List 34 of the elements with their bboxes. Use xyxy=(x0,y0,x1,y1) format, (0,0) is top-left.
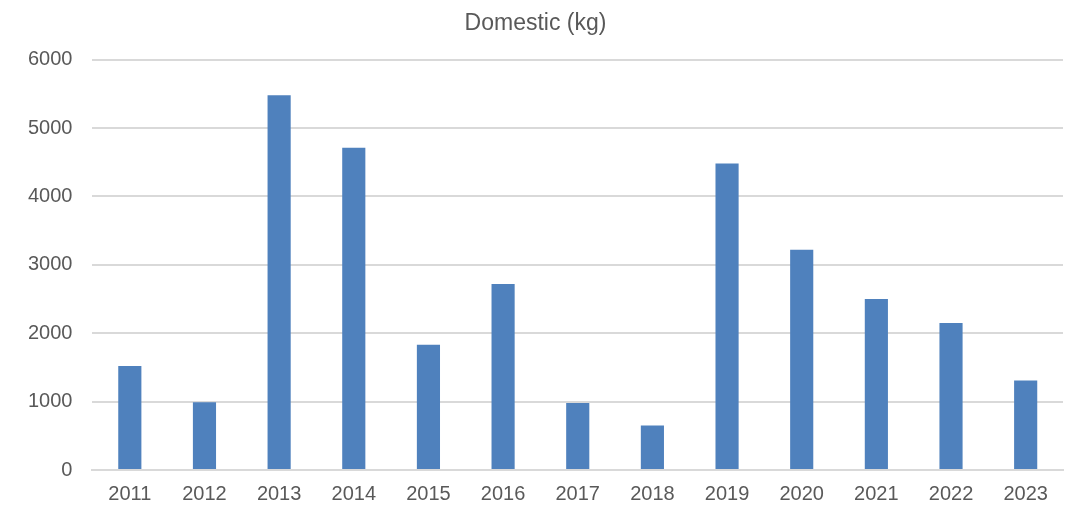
y-tick-label: 2000 xyxy=(27,320,73,343)
bar xyxy=(566,402,590,469)
bar xyxy=(342,147,366,469)
x-tick-label: 2014 xyxy=(331,481,377,504)
x-tick-label: 2018 xyxy=(630,481,675,504)
x-tick-label: 2012 xyxy=(182,481,227,504)
y-tick-label: 0 xyxy=(61,457,73,480)
bar xyxy=(715,163,739,469)
x-tick-label: 2019 xyxy=(704,481,750,504)
x-tick-label: 2016 xyxy=(480,481,526,504)
x-tick-label: 2023 xyxy=(1003,481,1048,504)
y-tick-label: 5000 xyxy=(27,115,73,138)
x-tick-label: 2011 xyxy=(108,481,152,504)
bar xyxy=(416,344,441,469)
y-tick-label: 4000 xyxy=(27,183,73,206)
bar xyxy=(267,95,291,469)
x-tick-label: 2015 xyxy=(406,481,451,504)
bar xyxy=(790,249,814,469)
bar xyxy=(491,283,515,469)
x-tick-label: 2022 xyxy=(928,481,974,504)
chart-title: Domestic (kg) xyxy=(464,9,607,36)
x-tick-label: 2017 xyxy=(555,481,600,504)
y-tick-label: 6000 xyxy=(27,47,73,70)
bar xyxy=(640,425,664,469)
x-tick-label: 2020 xyxy=(779,481,824,504)
bar xyxy=(192,402,217,469)
bar xyxy=(1014,380,1038,469)
bar xyxy=(939,322,963,469)
x-tick-label: 2013 xyxy=(256,481,302,504)
y-tick-label: 3000 xyxy=(27,252,73,275)
y-tick-label: 1000 xyxy=(27,389,73,412)
bar xyxy=(118,366,142,469)
bar xyxy=(864,299,888,469)
x-tick-label: 2021 xyxy=(854,481,899,504)
